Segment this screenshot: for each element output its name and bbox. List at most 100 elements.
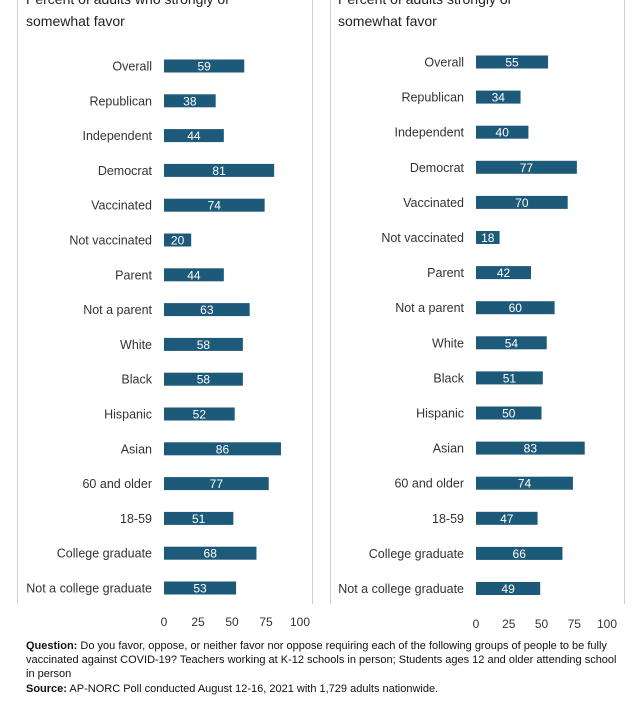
- question-label: Question:: [26, 640, 78, 652]
- bar: [164, 372, 243, 386]
- bar: [476, 231, 500, 244]
- bar-value-label: 81: [212, 164, 226, 178]
- category-label: 60 and older: [82, 477, 152, 491]
- bar-value-label: 44: [187, 129, 201, 143]
- bar-value-label: 18: [481, 231, 495, 245]
- bar: [164, 94, 216, 108]
- category-label: Not vaccinated: [381, 231, 464, 245]
- bar-value-label: 66: [513, 547, 527, 561]
- bar-value-label: 58: [197, 338, 211, 352]
- category-label: Asian: [433, 442, 464, 456]
- bar: [476, 406, 542, 420]
- category-label: White: [432, 336, 464, 350]
- source-note: Source: AP-NORC Poll conducted August 12…: [26, 682, 626, 696]
- category-label: 18-59: [120, 512, 152, 526]
- question-text: Do you favor, oppose, or neither favor n…: [26, 640, 617, 680]
- bar-value-label: 34: [492, 91, 506, 105]
- bar: [476, 160, 577, 174]
- bar-value-label: 59: [197, 60, 211, 74]
- bar: [476, 582, 541, 595]
- bar-value-label: 49: [501, 582, 515, 596]
- source-label: Source:: [26, 683, 67, 695]
- category-label: 60 and older: [394, 477, 464, 491]
- bar-value-label: 83: [524, 442, 538, 456]
- bar: [164, 337, 243, 351]
- bar-value-label: 86: [216, 442, 230, 456]
- bar-value-label: 20: [171, 234, 185, 248]
- bar: [164, 477, 269, 491]
- category-label: Vaccinated: [403, 196, 464, 210]
- bar-value-label: 50: [502, 407, 516, 421]
- category-label: Independent: [394, 126, 464, 140]
- category-label: Republican: [89, 94, 152, 108]
- bar-value-label: 54: [505, 336, 519, 350]
- x-tick-label: 50: [225, 615, 239, 629]
- bar: [476, 511, 538, 525]
- bar: [164, 303, 250, 317]
- chart-panel-students: Percent of adults strongly or somewhat f…: [330, 0, 625, 631]
- category-label: Not a parent: [395, 301, 464, 315]
- bar: [164, 233, 192, 247]
- bar-value-label: 77: [520, 161, 534, 175]
- x-tick-label: 75: [259, 615, 273, 629]
- category-label: White: [120, 338, 152, 352]
- bar: [476, 195, 568, 209]
- chart-subtitle: Percent of adults who strongly or somewh…: [26, 0, 230, 29]
- category-label: Black: [121, 373, 152, 387]
- bar: [476, 546, 563, 560]
- category-label: Democrat: [98, 164, 153, 178]
- category-label: Not a college graduate: [26, 582, 152, 596]
- bar-value-label: 53: [193, 582, 207, 596]
- bar: [476, 336, 547, 350]
- category-label: Not vaccinated: [69, 234, 152, 248]
- bar-value-label: 51: [192, 512, 206, 526]
- bar: [164, 268, 224, 282]
- bar: [164, 163, 275, 177]
- bar-value-label: 38: [183, 94, 197, 108]
- category-label: Democrat: [410, 161, 465, 175]
- bar-value-label: 42: [497, 266, 511, 280]
- bar-value-label: 55: [505, 56, 519, 70]
- bar: [164, 442, 281, 456]
- bar-value-label: 52: [193, 408, 207, 422]
- bar-value-label: 68: [204, 547, 218, 561]
- x-tick-label: 0: [473, 617, 480, 631]
- bar: [476, 301, 555, 315]
- bar-value-label: 70: [515, 196, 529, 210]
- category-label: Not a parent: [83, 303, 152, 317]
- x-tick-label: 0: [161, 615, 168, 629]
- bar-chart-teachers: Overall 59 Republican 38 Independent 44 Democr…: [26, 59, 310, 629]
- category-label: Overall: [112, 60, 152, 74]
- category-label: Parent: [115, 268, 152, 282]
- bar: [476, 90, 521, 104]
- bar-value-label: 74: [518, 477, 532, 491]
- bar: [476, 441, 585, 455]
- bar-value-label: 51: [503, 371, 517, 385]
- bar-chart-students: Overall 55 Republican 34 Independent 40 Democr…: [338, 55, 617, 631]
- chart-panel-teachers: Percent of adults who strongly or somewh…: [17, 0, 313, 629]
- bar-value-label: 47: [500, 512, 514, 526]
- bar: [164, 511, 234, 525]
- bar: [164, 129, 224, 143]
- category-label: Hispanic: [104, 408, 152, 422]
- category-label: 18-59: [432, 512, 464, 526]
- x-tick-label: 75: [568, 617, 582, 631]
- bar-value-label: 74: [208, 199, 222, 213]
- bar: [164, 581, 237, 595]
- bar-value-label: 44: [187, 268, 201, 282]
- chart-subtitle: Percent of adults strongly or somewhat f…: [338, 0, 512, 29]
- bar: [164, 59, 245, 73]
- bar-value-label: 60: [509, 301, 523, 315]
- bar-value-label: 58: [197, 373, 211, 387]
- category-label: Parent: [427, 266, 464, 280]
- x-tick-label: 25: [191, 615, 205, 629]
- category-label: Hispanic: [416, 407, 464, 421]
- category-label: Republican: [401, 91, 464, 105]
- x-tick-label: 100: [597, 617, 617, 631]
- bar: [476, 125, 529, 139]
- bar-value-label: 63: [200, 303, 214, 317]
- category-label: Not a college graduate: [338, 582, 464, 596]
- x-tick-label: 50: [535, 617, 549, 631]
- bar-value-label: 77: [210, 477, 224, 491]
- category-label: Vaccinated: [91, 199, 152, 213]
